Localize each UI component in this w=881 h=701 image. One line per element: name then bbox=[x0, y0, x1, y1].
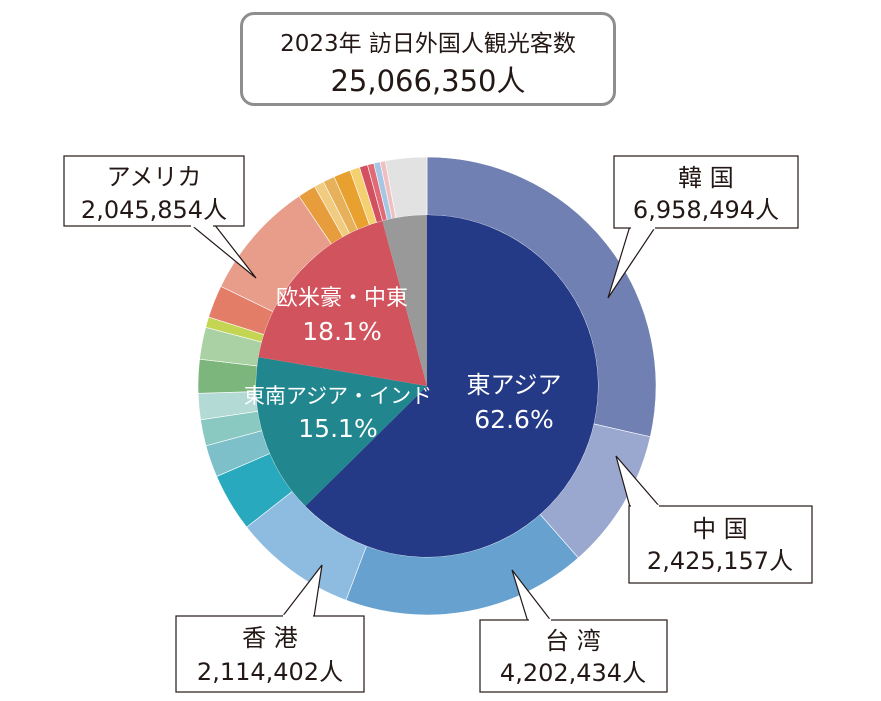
chart-title: 2023年 訪日外国人観光客数 bbox=[280, 31, 576, 57]
callout-usa-name: アメリカ bbox=[107, 163, 202, 191]
callout-korea: 韓 国 6,958,494人 bbox=[607, 155, 799, 299]
callout-usa-value: 2,045,854人 bbox=[81, 196, 227, 224]
callout-taiwan-value: 4,202,434人 bbox=[500, 659, 646, 687]
callout-china-value: 2,425,157人 bbox=[647, 547, 793, 575]
callout-china: 中 国 2,425,157人 bbox=[615, 455, 813, 584]
callout-hongkong-value: 2,114,402人 bbox=[197, 658, 343, 686]
callout-china-name: 中 国 bbox=[692, 515, 748, 543]
callout-hongkong-name: 香 港 bbox=[242, 624, 298, 652]
inner-label-west-percent: 18.1% bbox=[302, 317, 381, 346]
inner-label-east-asia-name: 東アジア bbox=[466, 371, 561, 399]
callout-taiwan: 台 湾 4,202,434人 bbox=[479, 569, 668, 693]
inner-pie bbox=[256, 215, 598, 558]
inner-slice-1 bbox=[256, 357, 427, 507]
callout-korea-name: 韓 国 bbox=[678, 164, 734, 192]
inner-slice-3 bbox=[382, 215, 427, 386]
inner-label-southeast-asia-percent: 15.1% bbox=[298, 414, 377, 443]
inner-label-southeast-asia-name: 東南アジア・インド bbox=[244, 384, 432, 408]
total-visitors: 25,066,350人 bbox=[330, 64, 526, 98]
inner-label-west-name: 欧米豪・中東 bbox=[276, 286, 408, 311]
callout-hongkong: 香 港 2,114,402人 bbox=[175, 564, 365, 693]
callout-korea-value: 6,958,494人 bbox=[633, 196, 779, 224]
callout-usa: アメリカ 2,045,854人 bbox=[63, 155, 257, 279]
inner-slice-0 bbox=[305, 215, 598, 558]
callout-taiwan-name: 台 湾 bbox=[545, 627, 601, 655]
inner-slice-2 bbox=[258, 220, 427, 386]
inner-label-east-asia-percent: 62.6% bbox=[474, 405, 553, 434]
title-box: 2023年 訪日外国人観光客数 25,066,350人 bbox=[240, 12, 616, 106]
